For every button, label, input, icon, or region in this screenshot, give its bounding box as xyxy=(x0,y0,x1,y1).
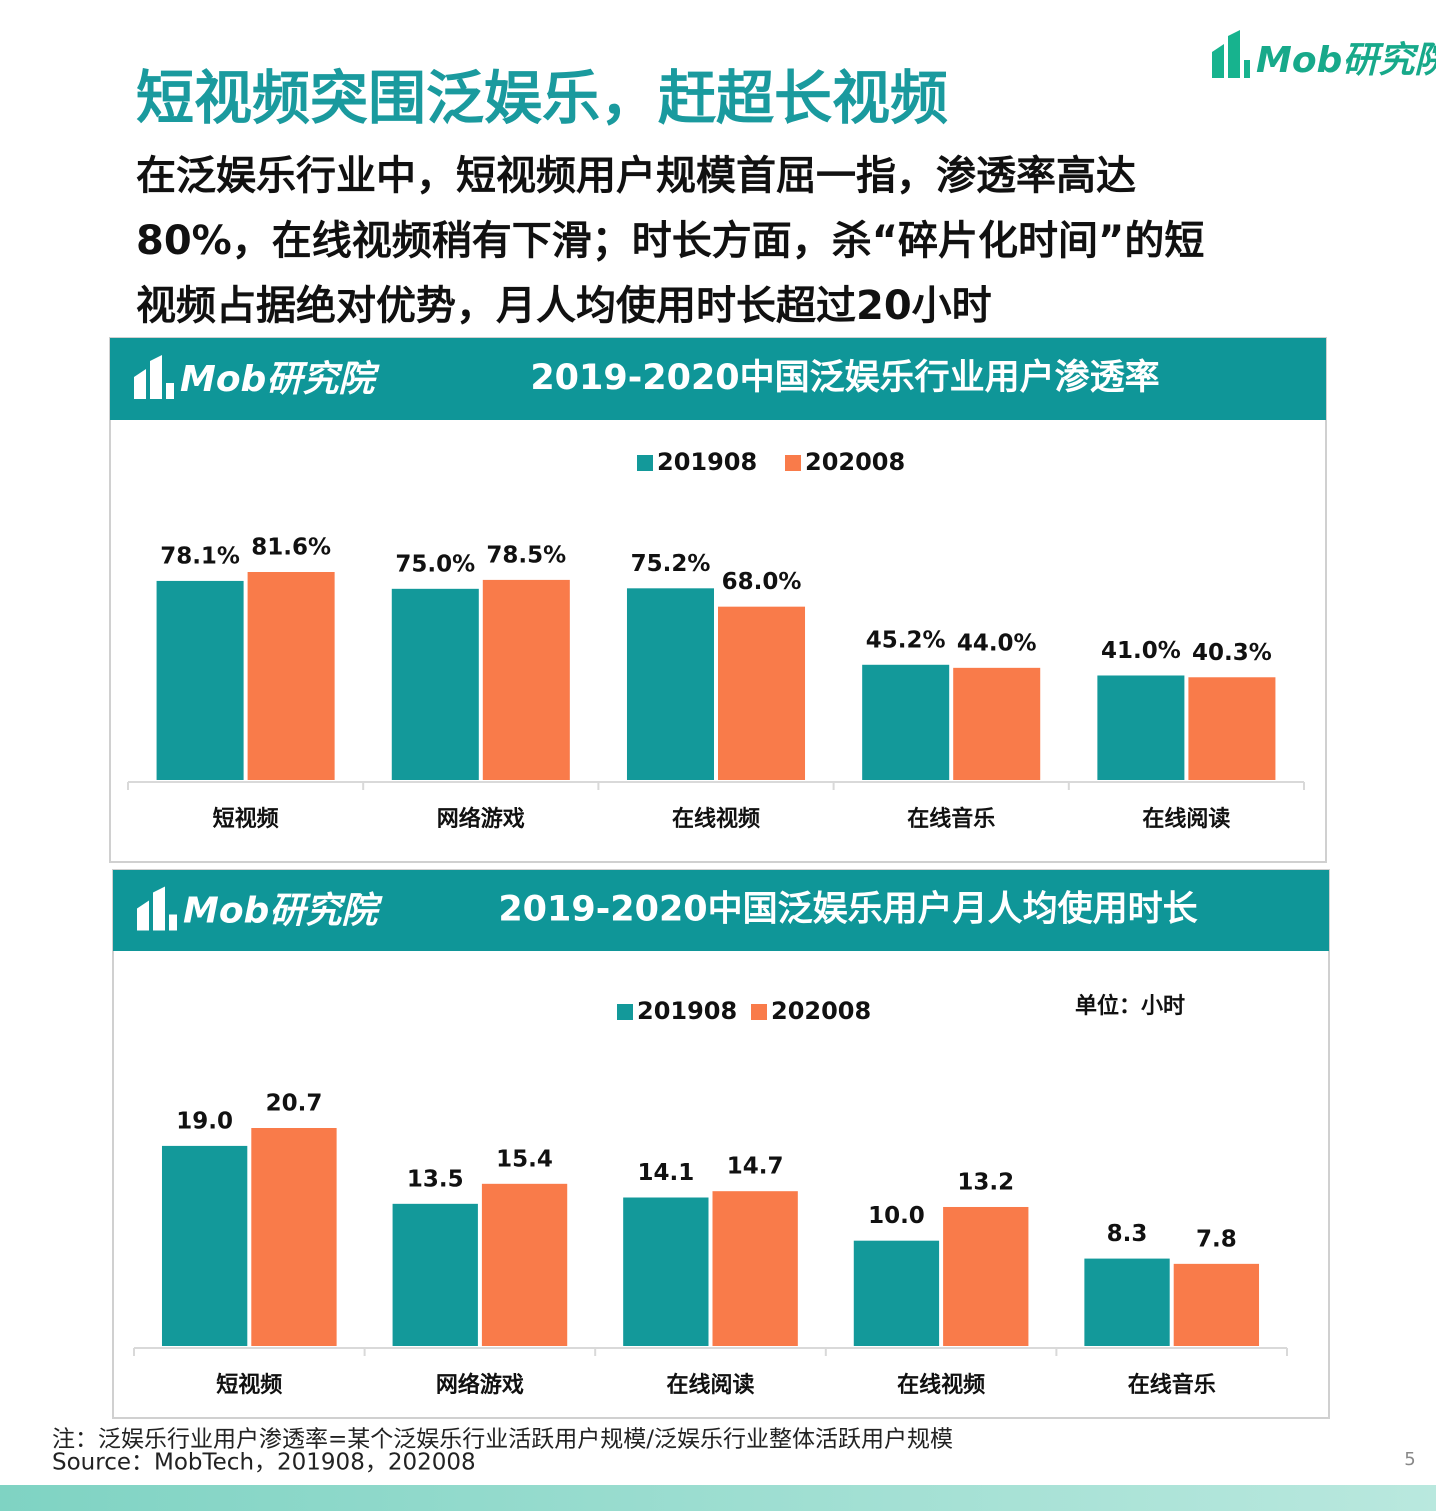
bar xyxy=(943,1206,1029,1346)
bar xyxy=(862,664,950,780)
value-label: 41.0% xyxy=(1101,638,1181,664)
bar xyxy=(392,1203,478,1346)
value-label: 75.2% xyxy=(631,551,711,577)
x-tick-label: 在线音乐 xyxy=(907,806,995,832)
legend-swatch xyxy=(617,1004,633,1020)
x-tick-label: 在线阅读 xyxy=(666,1372,754,1398)
top-logo: Mob研究院 xyxy=(1212,30,1436,81)
bar xyxy=(623,1197,709,1346)
bar xyxy=(626,588,714,780)
bar xyxy=(482,579,570,780)
x-tick-label: 短视频 xyxy=(213,806,279,832)
x-tick-label: 短视频 xyxy=(216,1372,282,1398)
value-label: 15.4 xyxy=(496,1146,553,1172)
footer-strip xyxy=(0,1485,1436,1511)
value-label: 14.7 xyxy=(727,1154,784,1180)
bar xyxy=(251,1128,337,1346)
x-tick-label: 在线音乐 xyxy=(1128,1372,1216,1398)
legend-swatch xyxy=(637,455,653,471)
bar xyxy=(1097,675,1185,780)
logo-text: Mob研究院 xyxy=(1256,40,1436,81)
value-label: 19.0 xyxy=(176,1108,233,1134)
bar xyxy=(1173,1263,1260,1346)
chart-header xyxy=(113,870,1329,951)
legend-label: 201908 xyxy=(657,448,757,476)
bar xyxy=(718,606,806,780)
value-label: 68.0% xyxy=(722,569,802,595)
bar xyxy=(1188,677,1276,780)
slide-title: 短视频突围泛娱乐，赶超长视频 xyxy=(136,64,948,132)
chart-header xyxy=(110,338,1326,420)
bar xyxy=(156,580,244,780)
bar xyxy=(1084,1258,1170,1346)
legend-label: 202008 xyxy=(771,997,871,1025)
value-label: 78.5% xyxy=(486,542,566,568)
value-label: 40.3% xyxy=(1192,640,1272,666)
bar xyxy=(481,1183,568,1346)
bar xyxy=(391,588,479,780)
x-tick-label: 网络游戏 xyxy=(437,806,525,832)
bar xyxy=(953,667,1041,780)
value-label: 45.2% xyxy=(866,627,946,653)
legend-swatch xyxy=(785,455,801,471)
x-tick-label: 在线视频 xyxy=(672,806,760,832)
value-label: 14.1 xyxy=(637,1160,694,1186)
value-label: 8.3 xyxy=(1107,1221,1148,1247)
chart-logo: Mob研究院 xyxy=(183,891,383,932)
bar xyxy=(853,1240,940,1346)
bar xyxy=(161,1145,248,1346)
bar xyxy=(247,572,335,780)
legend-label: 201908 xyxy=(637,997,737,1025)
page-number: 5 xyxy=(1404,1449,1415,1470)
value-label: 13.2 xyxy=(957,1169,1014,1195)
subtitle-line: 在泛娱乐行业中，短视频用户规模首屈一指，渗透率高达 xyxy=(136,153,1136,199)
chart-title: 2019-2020中国泛娱乐行业用户渗透率 xyxy=(530,358,1159,398)
legend-label: 202008 xyxy=(805,448,905,476)
source: Source：MobTech，201908，202008 xyxy=(52,1450,476,1476)
legend-swatch xyxy=(751,1004,767,1020)
bar xyxy=(712,1191,798,1346)
value-label: 10.0 xyxy=(868,1203,925,1229)
value-label: 7.8 xyxy=(1196,1226,1237,1252)
subtitle-line: 80%，在线视频稍有下滑；时长方面，杀“碎片化时间”的短 xyxy=(136,218,1204,264)
value-label: 75.0% xyxy=(395,551,475,577)
value-label: 81.6% xyxy=(251,535,331,561)
x-tick-label: 网络游戏 xyxy=(436,1372,524,1398)
note: 注：泛娱乐行业用户渗透率=某个泛娱乐行业活跃用户规模/泛娱乐行业整体活跃用户规模 xyxy=(52,1427,953,1453)
value-label: 44.0% xyxy=(957,630,1037,656)
chart-title: 2019-2020中国泛娱乐用户月人均使用时长 xyxy=(498,890,1197,930)
unit-label: 单位：小时 xyxy=(1075,993,1185,1019)
chart-logo: Mob研究院 xyxy=(180,359,380,400)
logo-icon xyxy=(134,355,174,399)
value-label: 20.7 xyxy=(266,1091,323,1117)
x-tick-label: 在线阅读 xyxy=(1142,806,1230,832)
value-label: 78.1% xyxy=(160,543,240,569)
subtitle-line: 视频占据绝对优势，月人均使用时长超过20小时 xyxy=(136,283,992,329)
x-tick-label: 在线视频 xyxy=(897,1372,985,1398)
logo-icon xyxy=(137,886,177,931)
value-label: 13.5 xyxy=(407,1166,464,1192)
